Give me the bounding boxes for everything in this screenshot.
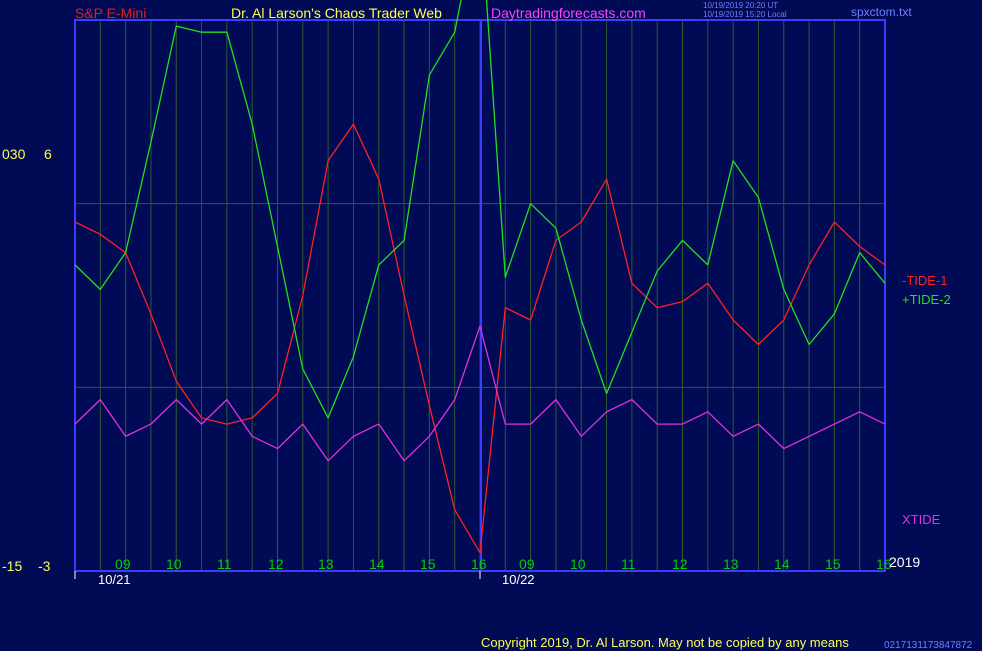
timestamp-ut: 10/19/2019 20:20 UT <box>703 1 779 10</box>
x-hour-label: 10 <box>166 556 182 572</box>
chart-lines <box>74 0 886 554</box>
x-hour-label: 12 <box>672 556 688 572</box>
x-hour-label: 09 <box>519 556 535 572</box>
timestamp-local: 10/19/2019 15:20 Local <box>703 10 787 19</box>
x-hour-label: 11 <box>217 556 232 572</box>
x-hour-label: 13 <box>723 556 739 572</box>
file-name: spxctom.txt <box>851 5 912 19</box>
series-line-xtide <box>74 325 886 462</box>
y-label-top-a: 030 <box>2 146 26 162</box>
author-label: Dr. Al Larson's Chaos Trader Web <box>231 5 442 21</box>
x-hour-label: 14 <box>774 556 790 572</box>
y-label-bottom-b: -3 <box>38 558 51 574</box>
x-date-label: 10/21 <box>98 572 131 587</box>
series-line-tide1 <box>74 123 886 554</box>
x-hour-label: 12 <box>268 556 284 572</box>
y-label-top-b: 6 <box>44 146 52 162</box>
site-link[interactable]: Daytradingforecasts.com <box>491 5 646 21</box>
y-label-bottom-a: -15 <box>2 558 23 574</box>
x-hour-label: 15 <box>825 556 841 572</box>
x-hour-label: 10 <box>570 556 586 572</box>
series-label-xtide: XTIDE <box>902 512 941 527</box>
x-hour-label: 15 <box>420 556 436 572</box>
instrument-label: S&P E-Mini <box>75 5 147 21</box>
footer-stamp: 0217131173847872 <box>884 640 973 651</box>
x-hour-label: 13 <box>318 556 334 572</box>
year-label: 2019 <box>889 554 921 570</box>
x-hour-label: 16 <box>876 556 892 572</box>
x-hour-label: 14 <box>369 556 385 572</box>
x-hour-label: 16 <box>471 556 487 572</box>
copyright-text: Copyright 2019, Dr. Al Larson. May not b… <box>481 635 849 650</box>
series-label-tide1: -TIDE-1 <box>902 273 948 288</box>
x-date-label: 10/22 <box>502 572 535 587</box>
x-hour-label: 11 <box>621 556 636 572</box>
series-label-tide2: +TIDE-2 <box>902 292 951 307</box>
x-axis-ticks <box>74 571 481 579</box>
series-line-tide2 <box>74 0 886 419</box>
x-hour-label: 09 <box>115 556 131 572</box>
